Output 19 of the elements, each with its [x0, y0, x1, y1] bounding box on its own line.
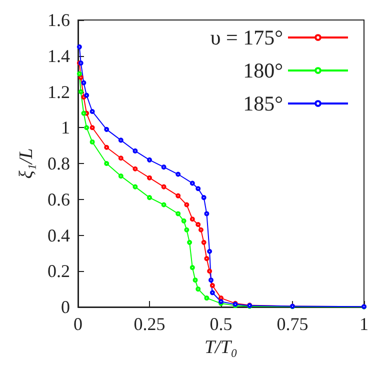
- x-tick-label: 0.25: [134, 314, 166, 334]
- legend-label: 185°: [243, 92, 283, 116]
- y-tick-label: 0.8: [48, 154, 70, 174]
- y-tick-label: 0.6: [48, 189, 70, 210]
- y-tick-label: 0: [61, 297, 70, 317]
- x-tick-label: 1: [360, 314, 368, 334]
- y-tick-label: 1.6: [48, 10, 70, 30]
- y-tick-label: 0.4: [48, 225, 70, 246]
- y-axis-title: ξ₁/L: [16, 148, 37, 179]
- legend-label: 180°: [243, 58, 283, 82]
- x-axis-title: T/T₀: [204, 336, 238, 358]
- y-tick-label: 1.2: [48, 82, 70, 102]
- y-tick-label: 1.4: [48, 46, 70, 66]
- x-tick-label: 0.75: [276, 314, 308, 334]
- y-tick-label: 0.2: [48, 261, 70, 282]
- x-tick-label: 0: [74, 314, 82, 334]
- y-tick-label: 1: [61, 118, 70, 138]
- legend-label: υ = 175°: [210, 26, 283, 50]
- x-tick-label: 0.5: [210, 314, 232, 334]
